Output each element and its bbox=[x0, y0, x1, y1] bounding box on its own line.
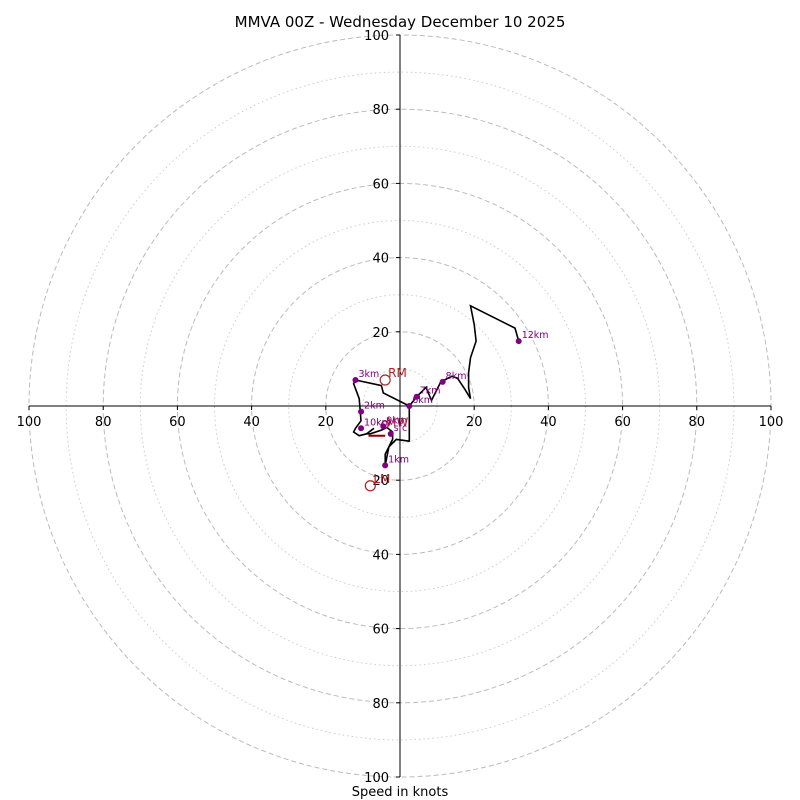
storm-motion-lm bbox=[364, 480, 376, 492]
height-marker-10km bbox=[358, 425, 365, 432]
y-tick-label: 20 bbox=[372, 326, 389, 341]
height-marker-7km bbox=[413, 393, 420, 400]
y-tick-label: 80 bbox=[372, 103, 389, 118]
height-marker-sfc bbox=[387, 430, 394, 437]
height-label: 7km bbox=[420, 386, 441, 397]
x-tick-label: 80 bbox=[689, 415, 706, 430]
height-marker-2km bbox=[358, 408, 365, 415]
x-tick-label: 40 bbox=[243, 415, 260, 430]
height-marker-9km bbox=[380, 423, 387, 430]
axes bbox=[29, 35, 771, 777]
x-tick-label: 40 bbox=[540, 415, 557, 430]
storm-motion-label: RM bbox=[388, 366, 407, 380]
x-tick-label: 60 bbox=[614, 415, 631, 430]
mean-wind-label: MW bbox=[386, 416, 408, 430]
chart-title: MMVA 00Z - Wednesday December 10 2025 bbox=[235, 13, 566, 31]
y-tick-label: 100 bbox=[364, 771, 389, 786]
height-label: 9km bbox=[386, 415, 407, 426]
x-tick-label: 80 bbox=[95, 415, 112, 430]
y-tick-label: 40 bbox=[372, 252, 389, 267]
x-tick-label: 100 bbox=[17, 415, 42, 430]
height-label: 10km bbox=[364, 417, 391, 428]
y-tick-labels: 100 80 60 40 20 20 40 60 80 100 bbox=[364, 29, 400, 786]
y-tick-label: 100 bbox=[364, 29, 389, 44]
height-label: 2km bbox=[364, 401, 385, 412]
x-tick-label: 20 bbox=[318, 415, 335, 430]
height-label: 1km bbox=[388, 454, 409, 465]
storm-motion-markers: RM LM MW bbox=[364, 366, 409, 492]
y-tick-label: 80 bbox=[372, 697, 389, 712]
x-tick-label: 20 bbox=[466, 415, 483, 430]
height-marker-8km bbox=[439, 378, 446, 385]
y-tick-label: 60 bbox=[372, 623, 389, 638]
height-marker-3km bbox=[352, 377, 359, 384]
height-marker-12km bbox=[515, 338, 522, 345]
height-marker-1km bbox=[382, 462, 389, 469]
height-label: sfc bbox=[394, 423, 408, 434]
height-label: 8km bbox=[446, 371, 467, 382]
hodograph-line-upper bbox=[352, 379, 410, 437]
y-tick-label: 40 bbox=[372, 548, 389, 563]
x-axis-label: Speed in knots bbox=[352, 785, 449, 800]
x-tick-label: 60 bbox=[169, 415, 186, 430]
x-tick-labels: 100 80 60 40 20 20 40 60 80 100 bbox=[17, 406, 784, 430]
y-tick-label: 60 bbox=[372, 177, 389, 192]
height-label: 6km bbox=[412, 395, 433, 406]
height-label: 3km bbox=[358, 369, 379, 380]
x-tick-label: 100 bbox=[759, 415, 784, 430]
height-label: 12km bbox=[522, 330, 549, 341]
height-marker-6km bbox=[406, 403, 413, 409]
storm-motion-label: LM bbox=[373, 472, 390, 486]
storm-motion-rm bbox=[379, 374, 391, 386]
y-tick-label: 20 bbox=[372, 474, 389, 489]
